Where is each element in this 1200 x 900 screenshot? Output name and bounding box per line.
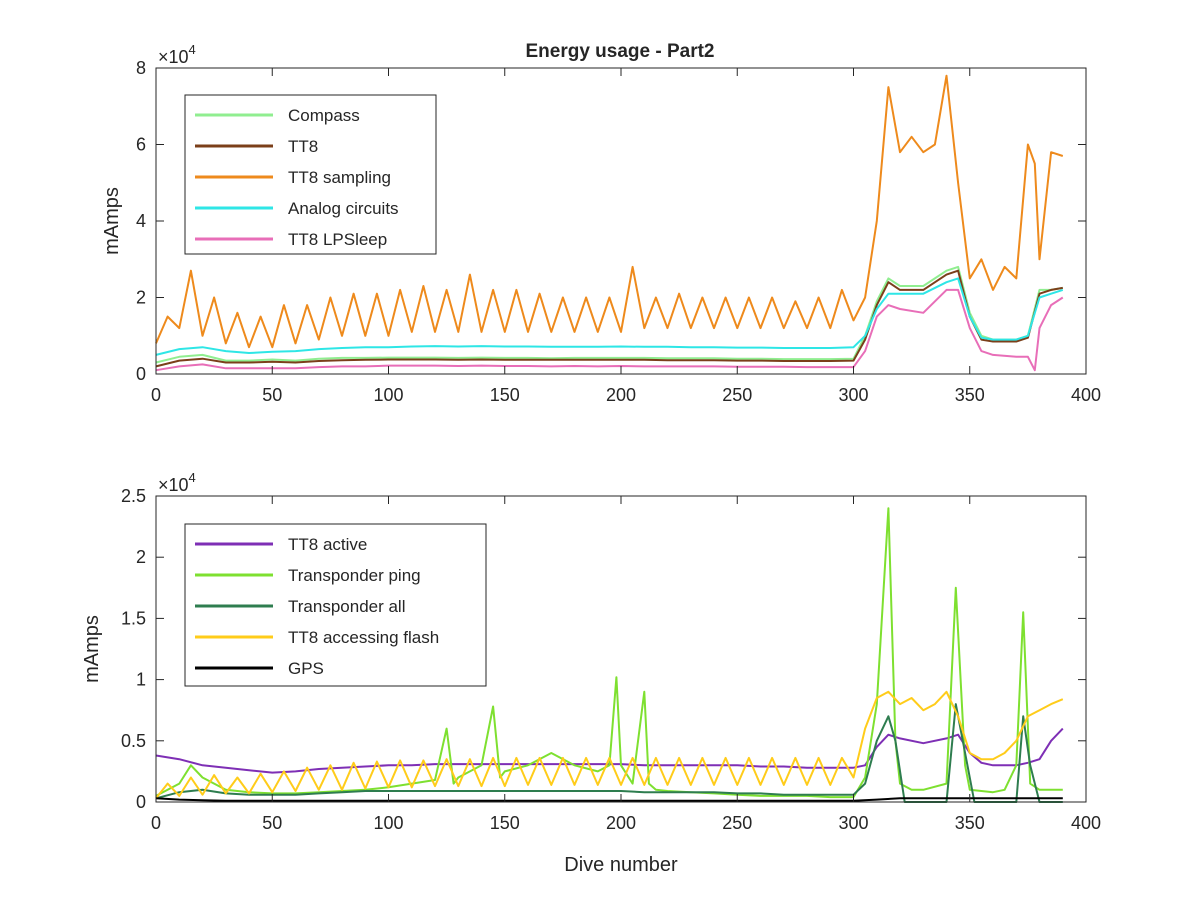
plot-bottom-series-line-gps (155, 797, 1063, 802)
plot-bottom-y-tick-label: 2 (136, 547, 146, 567)
plot-top-x-ticks: 0 50 100 150 200 250 300 350 400 (151, 68, 1101, 405)
plot-top-x-tick-label: 100 (373, 385, 403, 405)
plot-top-legend-label-tt8: TT8 (288, 137, 318, 156)
plot-bottom-y-tick-label: 2.5 (121, 486, 146, 506)
plot-top-y-tick-label: 0 (136, 364, 146, 384)
plot-top-y-ticks: 0 2 4 6 8 (136, 58, 1086, 384)
plot-top-y-tick-label: 6 (136, 135, 146, 155)
plot-bottom-y-ticks: 0 0.5 1 1.5 2 2.5 (121, 486, 1086, 812)
plot-top-y-tick-label: 8 (136, 58, 146, 78)
plot-top-y-tick-label: 2 (136, 288, 146, 308)
plot-top-x-tick-label: 400 (1071, 385, 1101, 405)
plot-top: Energy usage - Part2 ×104 mAmps 0 50 100 15… (101, 41, 1101, 405)
plot-top-y-exponent-power: 4 (189, 42, 196, 57)
plot-bottom-y-axis-label: mAmps (81, 615, 103, 683)
plot-bottom-x-tick-label: 100 (373, 813, 403, 833)
plot-bottom-x-tick-label: 50 (262, 813, 282, 833)
plot-bottom-legend-label-transponder-all: Transponder all (288, 597, 406, 616)
plot-top-x-tick-label: 150 (490, 385, 520, 405)
plot-bottom-x-tick-label: 150 (490, 813, 520, 833)
plot-bottom-x-tick-label: 300 (838, 813, 868, 833)
plot-bottom-y-tick-label: 1.5 (121, 608, 146, 628)
plot-top-y-tick-label: 4 (136, 211, 146, 231)
plot-top-title: Energy usage - Part2 (525, 41, 714, 62)
plot-bottom-x-tick-label: 400 (1071, 813, 1101, 833)
plot-top-y-exponent-base: ×10 (158, 47, 189, 67)
plot-top-series-line-tt8-lpsleep (155, 288, 1064, 372)
plot-top-legend: Compass TT8 TT8 sampling Analog circuits TT8… (184, 94, 437, 255)
plot-bottom-y-exponent: ×104 (158, 470, 196, 495)
plot-bottom-y-tick-label: 0.5 (121, 731, 146, 751)
plot-top-area (155, 74, 1064, 372)
plot-top-legend-box (184, 94, 437, 255)
plot-top-y-exponent: ×104 (158, 42, 196, 67)
plot-bottom-legend-label-tt8-accessing-flash: TT8 accessing flash (288, 628, 439, 647)
plot-bottom-area (155, 507, 1064, 803)
plot-bottom: ×104 mAmps 0 50 100 150 200 250 300 350 400 0 0.5… (81, 470, 1101, 876)
plot-bottom-legend: TT8 active Transponder ping Transponder al… (184, 523, 487, 687)
plot-top-x-tick-label: 200 (606, 385, 636, 405)
plot-bottom-legend-label-transponder-ping: Transponder ping (288, 566, 421, 585)
plot-bottom-y-tick-label: 0 (136, 792, 146, 812)
plot-top-y-axis-label: mAmps (101, 187, 123, 255)
plot-top-series-line-tt8-sampling (155, 74, 1064, 349)
plot-bottom-y-exponent-power: 4 (189, 470, 196, 485)
plot-bottom-series-line-transponder-all (155, 703, 1063, 803)
plot-bottom-y-exponent-base: ×10 (158, 475, 189, 495)
plot-top-x-tick-label: 0 (151, 385, 161, 405)
plot-bottom-x-tick-label: 200 (606, 813, 636, 833)
plot-top-series-line-analog-circuits (155, 277, 1064, 356)
plot-top-series-line-tt8 (155, 269, 1063, 368)
plot-top-legend-label-tt8-sampling: TT8 sampling (288, 168, 391, 187)
plot-top-legend-label-compass: Compass (288, 106, 360, 125)
plot-top-legend-label-tt8-lpsleep: TT8 LPSleep (288, 230, 387, 249)
plot-bottom-legend-label-tt8-active: TT8 active (288, 535, 367, 554)
plot-bottom-y-tick-label: 1 (136, 670, 146, 690)
plot-top-legend-label-analog-circuits: Analog circuits (288, 199, 399, 218)
plot-bottom-x-ticks: 0 50 100 150 200 250 300 350 400 (151, 496, 1101, 833)
plot-bottom-legend-label-gps: GPS (288, 659, 324, 678)
plot-bottom-x-tick-label: 350 (955, 813, 985, 833)
plot-top-x-tick-label: 300 (838, 385, 868, 405)
plot-bottom-x-tick-label: 0 (151, 813, 161, 833)
plot-bottom-series-line-tt8-accessing-flash (155, 690, 1064, 799)
plot-top-x-tick-label: 250 (722, 385, 752, 405)
plot-bottom-x-axis-label: Dive number (564, 854, 678, 876)
plot-bottom-x-tick-label: 250 (722, 813, 752, 833)
plot-top-x-tick-label: 50 (262, 385, 282, 405)
plot-top-x-tick-label: 350 (955, 385, 985, 405)
plot-bottom-series-line-transponder-ping (155, 507, 1063, 799)
